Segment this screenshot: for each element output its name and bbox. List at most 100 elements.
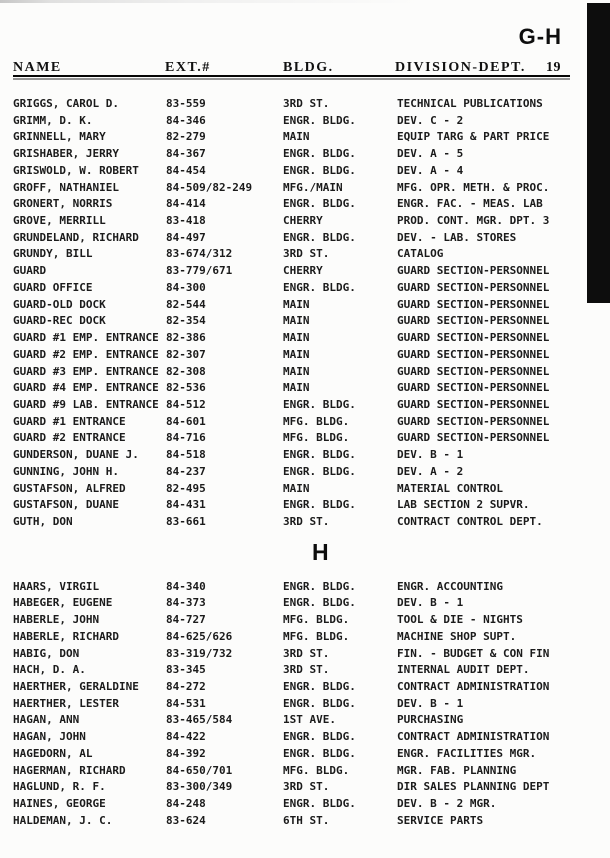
division-cell: MGR. FAB. PLANNING: [397, 763, 517, 777]
directory-row: HAERTHER, LESTER 84-531 ENGR. BLDG. DEV. B …: [0, 696, 610, 713]
directory-row: HAGAN, JOHN 84-422 ENGR. BLDG. CONTRACT ADM…: [0, 729, 610, 746]
division-cell: CONTRACT CONTROL DEPT.: [397, 514, 543, 528]
ext-cell: 84-392: [166, 746, 206, 760]
bldg-cell: ENGR. BLDG.: [283, 464, 356, 478]
ext-cell: 84-373: [166, 596, 206, 610]
column-header-name: NAME: [13, 60, 62, 75]
directory-row: GUARD #2 EMP. ENTRANCE 82-307 MAIN GUARD SE…: [0, 347, 610, 364]
bldg-cell: MAIN: [283, 331, 310, 345]
bldg-cell: MAIN: [283, 347, 310, 361]
ext-cell: 84-272: [166, 680, 206, 693]
division-cell: SERVICE PARTS: [397, 813, 484, 827]
name-cell: GRISHABER, JERRY: [13, 147, 119, 161]
directory-row: HABERLE, RICHARD 84-625/626 MFG. BLDG. MACH…: [0, 629, 610, 646]
bldg-cell: ENGR. BLDG.: [283, 397, 356, 411]
ext-cell: 84-367: [166, 147, 206, 161]
ext-cell: 83-661: [166, 514, 206, 528]
directory-row: HAGAN, ANN 83-465/584 1ST AVE. PURCHASING: [0, 712, 610, 729]
directory-row: GRISWOLD, W. ROBERT 84-454 ENGR. BLDG. DEV.…: [0, 163, 610, 180]
directory-row: GRUNDELAND, RICHARD 84-497 ENGR. BLDG. DEV.…: [0, 230, 610, 247]
column-header-bldg: BLDG.: [283, 60, 334, 75]
directory-row: HABIG, DON 83-319/732 3RD ST. FIN. - BUDGET…: [0, 646, 610, 663]
division-cell: DEV. A - 4: [397, 163, 464, 177]
division-cell: DEV. B - 1: [397, 448, 464, 462]
ext-cell: 82-495: [166, 481, 206, 495]
ext-cell: 82-307: [166, 347, 206, 361]
name-cell: GUSTAFSON, ALFRED: [13, 481, 126, 495]
name-cell: GUARD-OLD DOCK: [13, 297, 106, 311]
name-cell: HABERLE, RICHARD: [13, 629, 119, 643]
ext-cell: 84-497: [166, 230, 206, 244]
division-cell: GUARD SECTION-PERSONNEL: [397, 297, 550, 311]
directory-row: HAGERMAN, RICHARD 84-650/701 MFG. BLDG. MGR…: [0, 763, 610, 780]
directory-row: GUTH, DON 83-661 3RD ST. CONTRACT CONTROL D…: [0, 514, 610, 531]
bldg-cell: ENGR. BLDG.: [283, 280, 356, 294]
bldg-cell: 3RD ST.: [283, 514, 330, 528]
directory-row: GUARD #9 LAB. ENTRANCE 84-512 ENGR. BLDG. G…: [0, 397, 610, 414]
ext-cell: 84-601: [166, 414, 206, 428]
directory-row: GROFF, NATHANIEL 84-509/82-249 MFG./MAIN MF…: [0, 180, 610, 197]
directory-row: GUSTAFSON, DUANE 84-431 ENGR. BLDG. LAB SEC…: [0, 497, 610, 514]
name-cell: GUSTAFSON, DUANE: [13, 498, 119, 512]
ext-cell: 82-279: [166, 130, 206, 144]
ext-cell: 83-674/312: [166, 247, 233, 261]
ext-cell: 82-354: [166, 314, 206, 328]
name-cell: HAERTHER, LESTER: [13, 696, 119, 710]
bldg-cell: ENGR. BLDG.: [283, 113, 356, 127]
division-cell: GUARD SECTION-PERSONNEL: [397, 314, 550, 328]
scan-smudge: [0, 0, 420, 3]
name-cell: HAGEDORN, AL: [13, 746, 93, 760]
name-cell: GUARD-REC DOCK: [13, 314, 106, 328]
division-cell: TECHNICAL PUBLICATIONS: [397, 97, 543, 110]
ext-cell: 84-248: [166, 797, 206, 811]
directory-row: GRINNELL, MARY 82-279 MAIN EQUIP TARG & PAR…: [0, 129, 610, 146]
name-cell: HACH, D. A.: [13, 663, 86, 677]
directory-row: GRIMM, D. K. 84-346 ENGR. BLDG. DEV. C - 2: [0, 113, 610, 130]
column-header-row: NAME EXT.# BLDG. DIVISION-DEPT. 19: [0, 60, 610, 76]
ext-cell: 84-300: [166, 280, 206, 294]
directory-row: GROVE, MERRILL 83-418 CHERRY PROD. CONT. MG…: [0, 213, 610, 230]
bldg-cell: ENGR. BLDG.: [283, 746, 356, 760]
directory-row: HAGEDORN, AL 84-392 ENGR. BLDG. ENGR. FACIL…: [0, 746, 610, 763]
division-cell: EQUIP TARG & PART PRICE: [397, 130, 550, 144]
directory-row: HAINES, GEORGE 84-248 ENGR. BLDG. DEV. B - …: [0, 796, 610, 813]
name-cell: HABIG, DON: [13, 646, 80, 660]
directory-body: GRIGGS, CAROL D. 83-559 3RD ST. TECHNICAL P…: [0, 96, 610, 829]
division-cell: CATALOG: [397, 247, 444, 261]
directory-row: GUARD #1 ENTRANCE 84-601 MFG. BLDG. GUARD S…: [0, 414, 610, 431]
ext-cell: 84-422: [166, 730, 206, 744]
column-header-division: DIVISION-DEPT.: [395, 60, 526, 75]
ext-cell: 84-716: [166, 431, 206, 445]
name-cell: HAGAN, JOHN: [13, 730, 86, 744]
directory-row: GUNNING, JOHN H. 84-237 ENGR. BLDG. DEV. A …: [0, 464, 610, 481]
directory-row: GRISHABER, JERRY 84-367 ENGR. BLDG. DEV. A …: [0, 146, 610, 163]
name-cell: GUARD #2 EMP. ENTRANCE: [13, 347, 159, 361]
ext-cell: 83-465/584: [166, 713, 233, 727]
division-cell: CONTRACT ADMINISTRATION: [397, 730, 550, 744]
bldg-cell: MAIN: [283, 297, 310, 311]
bldg-cell: 3RD ST.: [283, 247, 330, 261]
name-cell: GUARD #2 ENTRANCE: [13, 431, 126, 445]
name-cell: HABEGER, EUGENE: [13, 596, 113, 610]
ext-cell: 83-319/732: [166, 646, 233, 660]
ext-cell: 83-624: [166, 813, 206, 827]
division-cell: ENGR. FAC. - MEAS. LAB: [397, 197, 543, 211]
bldg-cell: ENGR. BLDG.: [283, 696, 356, 710]
bldg-cell: ENGR. BLDG.: [283, 448, 356, 462]
division-cell: DEV. A - 2: [397, 464, 464, 478]
name-cell: GROVE, MERRILL: [13, 214, 106, 228]
division-cell: MFG. OPR. METH. & PROC.: [397, 180, 550, 194]
header-rule: [13, 75, 570, 77]
directory-row: HAARS, VIRGIL 84-340 ENGR. BLDG. ENGR. ACCO…: [0, 579, 610, 596]
ext-cell: 84-512: [166, 397, 206, 411]
bldg-cell: MFG. BLDG.: [283, 763, 350, 777]
ext-cell: 84-531: [166, 696, 206, 710]
bldg-cell: ENGR. BLDG.: [283, 579, 356, 593]
directory-row: GRIGGS, CAROL D. 83-559 3RD ST. TECHNICAL P…: [0, 96, 610, 113]
directory-row: HABEGER, EUGENE 84-373 ENGR. BLDG. DEV. B -…: [0, 595, 610, 612]
division-cell: GUARD SECTION-PERSONNEL: [397, 397, 550, 411]
page-number: 19: [546, 60, 561, 75]
name-cell: HAGLUND, R. F.: [13, 780, 106, 794]
name-cell: HAGERMAN, RICHARD: [13, 763, 126, 777]
ext-cell: 82-536: [166, 381, 206, 395]
